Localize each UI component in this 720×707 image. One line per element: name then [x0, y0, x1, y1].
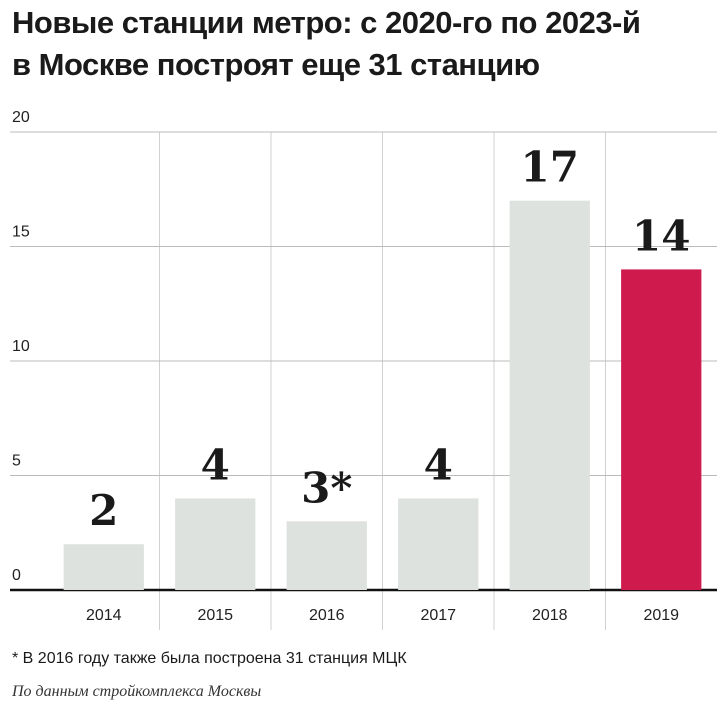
source: По данным стройкомплекса Москвы — [12, 683, 262, 700]
y-tick-label: 10 — [12, 338, 30, 355]
bar — [509, 200, 590, 590]
y-tick-label: 20 — [12, 109, 30, 126]
value-label: 3* — [301, 463, 352, 512]
chart-title: Новые станции метро: с 2020-го по 2023-й… — [12, 5, 641, 82]
bar — [621, 269, 702, 590]
value-label: 4 — [201, 440, 230, 489]
value-label: 2 — [89, 486, 118, 535]
value-label: 14 — [632, 211, 690, 260]
x-tick-label: 2018 — [532, 607, 568, 624]
y-tick-label: 5 — [12, 453, 21, 470]
x-tick-label: 2014 — [86, 607, 122, 624]
y-tick-label: 15 — [12, 224, 30, 241]
y-tick-label: 0 — [12, 567, 21, 584]
bar — [63, 544, 144, 590]
bar — [286, 521, 367, 590]
x-tick-label: 2019 — [643, 607, 679, 624]
value-label: 17 — [521, 143, 579, 192]
footnote: * В 2016 году также была построена 31 ст… — [12, 650, 407, 667]
x-tick-label: 2016 — [309, 607, 345, 624]
x-tick-label: 2015 — [197, 607, 233, 624]
x-tick-label: 2017 — [420, 607, 456, 624]
value-label: 4 — [424, 440, 453, 489]
bar — [175, 498, 256, 590]
bar — [398, 498, 479, 590]
